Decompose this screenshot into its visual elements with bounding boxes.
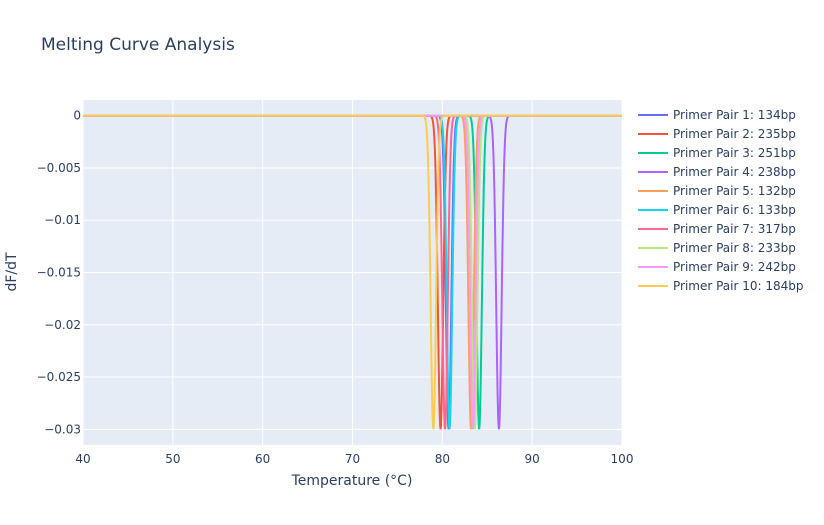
y-tick-label: 0 bbox=[73, 109, 81, 123]
x-tick-label: 70 bbox=[345, 452, 360, 466]
y-tick-label: −0.005 bbox=[37, 161, 81, 175]
y-tick-label: −0.015 bbox=[37, 266, 81, 280]
legend-item-2[interactable]: Primer Pair 2: 235bp bbox=[638, 127, 796, 141]
y-tick-label: −0.01 bbox=[44, 213, 81, 227]
legend-item-6[interactable]: Primer Pair 6: 133bp bbox=[638, 203, 796, 217]
legend-label: Primer Pair 7: 317bp bbox=[673, 222, 796, 236]
legend-label: Primer Pair 3: 251bp bbox=[673, 146, 796, 160]
x-axis-title: Temperature (°C) bbox=[291, 473, 413, 489]
legend[interactable]: Primer Pair 1: 134bp Primer Pair 2: 235bp… bbox=[638, 108, 804, 293]
x-tick-label: 40 bbox=[75, 452, 90, 466]
legend-label: Primer Pair 8: 233bp bbox=[673, 241, 796, 255]
x-tick-label: 90 bbox=[525, 452, 540, 466]
legend-item-9[interactable]: Primer Pair 9: 242bp bbox=[638, 260, 796, 274]
x-tick-label: 100 bbox=[611, 452, 634, 466]
legend-label: Primer Pair 1: 134bp bbox=[673, 108, 796, 122]
legend-item-3[interactable]: Primer Pair 3: 251bp bbox=[638, 146, 796, 160]
series-line-10 bbox=[83, 114, 622, 430]
legend-label: Primer Pair 6: 133bp bbox=[673, 203, 796, 217]
y-axis-title: dF/dT bbox=[4, 252, 20, 292]
x-tick-label: 80 bbox=[435, 452, 450, 466]
legend-label: Primer Pair 4: 238bp bbox=[673, 165, 796, 179]
legend-label: Primer Pair 5: 132bp bbox=[673, 184, 796, 198]
legend-item-7[interactable]: Primer Pair 7: 317bp bbox=[638, 222, 796, 236]
legend-item-5[interactable]: Primer Pair 5: 132bp bbox=[638, 184, 796, 198]
legend-item-1[interactable]: Primer Pair 1: 134bp bbox=[638, 108, 796, 122]
legend-item-8[interactable]: Primer Pair 8: 233bp bbox=[638, 241, 796, 255]
y-axis-ticks: 0 −0.005 −0.01 −0.015 −0.02 −0.025 −0.03 bbox=[37, 109, 81, 437]
x-tick-label: 60 bbox=[255, 452, 270, 466]
y-tick-label: −0.03 bbox=[44, 422, 81, 436]
legend-item-4[interactable]: Primer Pair 4: 238bp bbox=[638, 165, 796, 179]
legend-label: Primer Pair 10: 184bp bbox=[673, 279, 804, 293]
x-tick-label: 50 bbox=[165, 452, 180, 466]
legend-label: Primer Pair 9: 242bp bbox=[673, 260, 796, 274]
legend-label: Primer Pair 2: 235bp bbox=[673, 127, 796, 141]
series-lines bbox=[83, 114, 622, 430]
y-tick-label: −0.02 bbox=[44, 318, 81, 332]
x-axis-ticks: 40 50 60 70 80 90 100 bbox=[75, 452, 633, 466]
chart-title: Melting Curve Analysis bbox=[41, 35, 235, 55]
legend-item-10[interactable]: Primer Pair 10: 184bp bbox=[638, 279, 804, 293]
y-tick-label: −0.025 bbox=[37, 370, 81, 384]
